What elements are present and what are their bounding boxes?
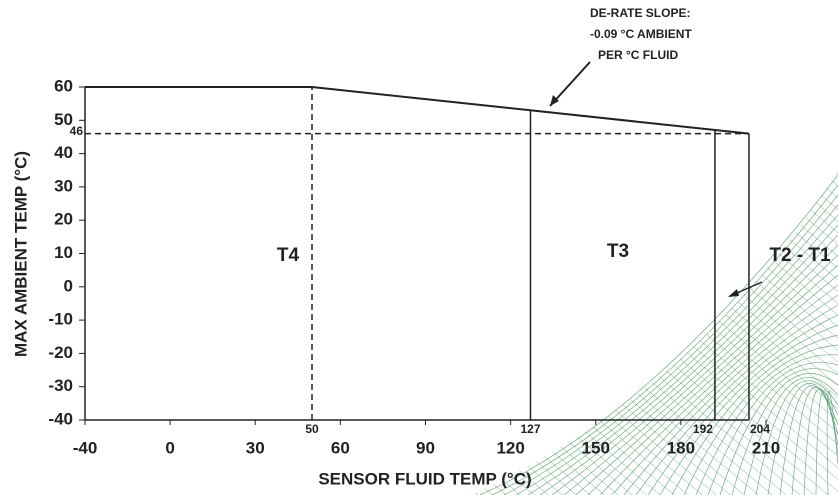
y-tick-label: 10 <box>54 243 73 262</box>
reference-label: 192 <box>693 422 713 436</box>
hatch-line <box>491 184 838 495</box>
x-tick-label: 120 <box>496 438 524 457</box>
hatch-line <box>623 294 838 495</box>
x-tick-label: 180 <box>667 438 695 457</box>
arrow-head <box>550 95 559 106</box>
y-tick-label: 40 <box>54 143 73 162</box>
hatch-line <box>515 204 838 495</box>
hatch-line <box>479 174 838 495</box>
hatch-line <box>563 244 838 495</box>
y-tick-label: -10 <box>48 310 73 329</box>
annotation-line: PER °C FLUID <box>598 48 678 62</box>
x-tick-label: 60 <box>331 438 350 457</box>
x-tick-label: -40 <box>73 438 98 457</box>
hatch-line <box>527 214 838 495</box>
hatch-line <box>743 377 838 495</box>
hatch-line <box>719 368 838 495</box>
x-axis-title: SENSOR FLUID TEMP (°C) <box>318 469 531 488</box>
hatch-line <box>587 264 838 495</box>
y-tick-label: -30 <box>48 376 73 395</box>
reference-label: 127 <box>520 422 540 436</box>
x-tick-label: 210 <box>752 438 780 457</box>
hatch-line <box>731 373 838 495</box>
hatch-decoration <box>470 170 838 495</box>
boundary-line <box>85 86 750 135</box>
hatch-line <box>683 344 838 495</box>
hatch-line <box>539 224 838 495</box>
hatch-line <box>659 324 838 495</box>
plot-area: -40 -30 -20 -10 0 10 20 30 40 50 60 -40 0 30 60 90 120 15… <box>48 76 780 457</box>
hatch-line <box>755 380 838 495</box>
y-tick-label: 0 <box>64 276 73 295</box>
hatch-line <box>815 389 838 495</box>
y-tick-label: 20 <box>54 210 73 229</box>
hatch-line <box>611 284 838 495</box>
hatch-line <box>707 362 838 495</box>
y-tick-label: -20 <box>48 343 73 362</box>
y-tick-label: 30 <box>54 176 73 195</box>
y-tick-label: 60 <box>54 76 73 95</box>
x-tick-label: 30 <box>246 438 265 457</box>
reference-label: 46 <box>70 124 84 138</box>
hatch-line <box>551 234 838 495</box>
arrow-head <box>728 289 739 297</box>
zone-label: T3 <box>607 241 629 262</box>
annotation-arrow <box>549 61 591 107</box>
reference-label: 50 <box>305 422 319 436</box>
hatch-line <box>647 314 838 495</box>
hatch-line <box>503 194 838 495</box>
hatch-line <box>826 391 838 495</box>
y-axis-title: MAX AMBIENT TEMP (°C) <box>11 151 30 357</box>
y-tick-label: 50 <box>54 110 73 129</box>
hatch-line <box>635 304 838 495</box>
y-tick-label: -40 <box>48 409 73 428</box>
hatch-line <box>695 354 838 495</box>
zone-label: T4 <box>277 245 300 266</box>
hatch-line <box>671 334 838 495</box>
x-tick-label: 0 <box>165 438 174 457</box>
annotation-line: DE-RATE SLOPE: <box>590 6 690 20</box>
zone-label: T2 - T1 <box>769 245 831 266</box>
reference-label: 204 <box>750 422 770 436</box>
annotation-line: -0.09 °C AMBIENT <box>590 27 692 41</box>
x-tick-label: 150 <box>582 438 610 457</box>
x-tick-label: 90 <box>416 438 435 457</box>
hatch-line <box>575 254 838 495</box>
hatch-line <box>779 385 838 495</box>
